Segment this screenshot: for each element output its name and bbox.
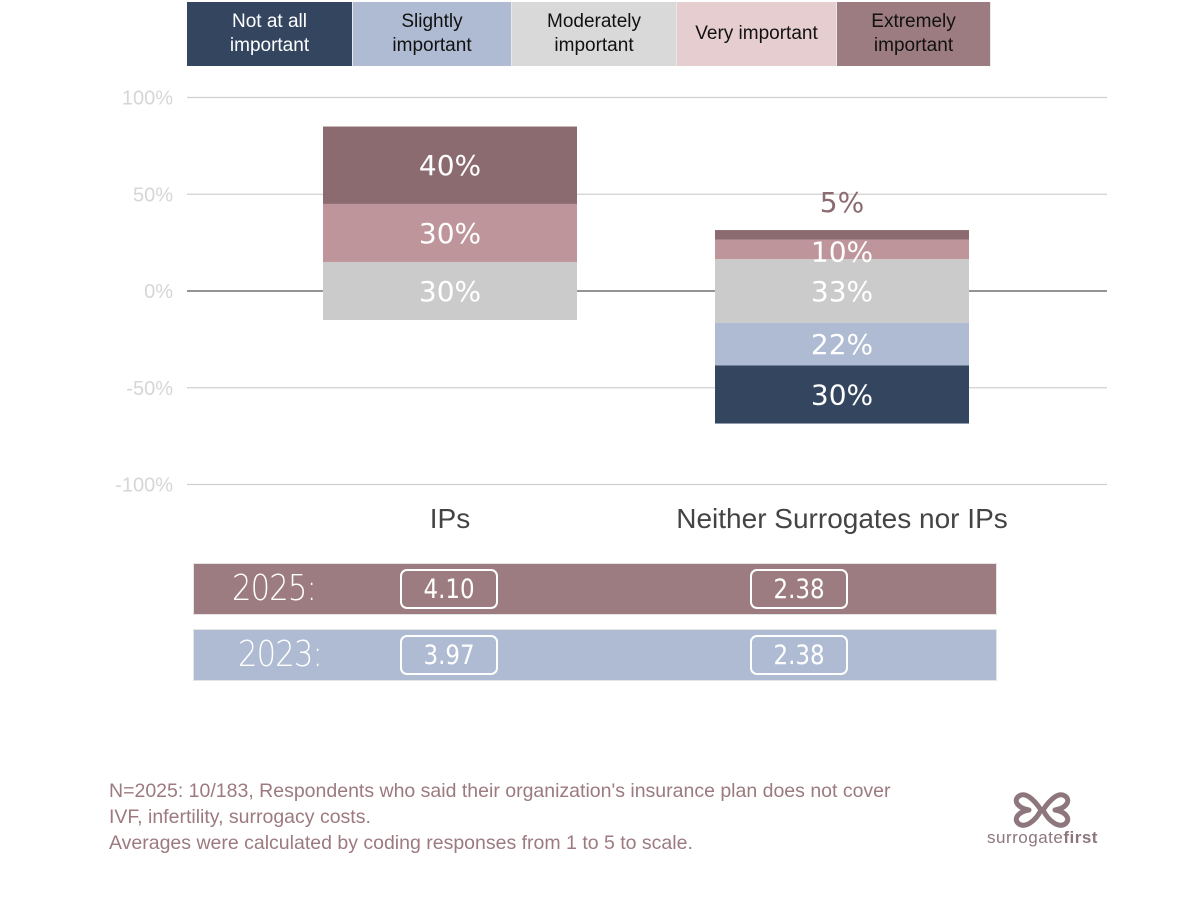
data-label: 30% xyxy=(811,379,873,412)
legend-label: important xyxy=(554,35,634,56)
legend-label: important xyxy=(229,35,310,56)
data-label: 5% xyxy=(820,186,864,219)
legend-label: Extremely xyxy=(871,11,956,32)
legend-label: Very important xyxy=(695,23,818,44)
legend-label: important xyxy=(392,35,472,56)
y-tick-label: 0% xyxy=(144,281,173,303)
legend-label: important xyxy=(873,35,954,56)
y-tick-label: 100% xyxy=(122,88,173,110)
bar-segment-extremely-important xyxy=(715,230,969,240)
average-value-text: 3.97 xyxy=(423,639,475,671)
average-value-ips: 3.97 xyxy=(400,635,498,675)
average-year-label: 2023: xyxy=(238,634,323,675)
data-label: 30% xyxy=(419,217,481,250)
y-tick-label: -100% xyxy=(115,475,173,497)
average-value-text: 4.10 xyxy=(423,573,475,605)
bar-segment-moderately-important xyxy=(715,259,969,323)
chart-legend: Not at all important Slightly important Mo… xyxy=(187,2,991,66)
footnote-line: Averages were calculated by coding respo… xyxy=(109,832,693,854)
footnote-line: IVF, infertility, surrogacy costs. xyxy=(109,806,371,828)
bar-segment-very-important xyxy=(715,239,969,260)
data-label: 10% xyxy=(811,236,873,269)
legend-item-extremely-important: Extremely important xyxy=(837,2,991,66)
bar-segment-very-important xyxy=(323,203,577,262)
average-value-text: 2.38 xyxy=(773,639,825,671)
average-year-label: 2025: xyxy=(232,568,317,609)
average-value-neither: 2.38 xyxy=(750,569,848,609)
bar-segment-not-at-all-important xyxy=(715,365,969,424)
surrogatefirst-logo: surrogatefirst xyxy=(985,790,1100,852)
y-tick-label: 50% xyxy=(133,184,173,206)
data-label: 30% xyxy=(419,275,481,308)
logo-text-bold: first xyxy=(1063,828,1098,847)
average-row-2023: 2023: 3.97 2.38 xyxy=(193,629,997,681)
legend-item-very-important: Very important xyxy=(677,2,837,66)
logo-text-light: surrogate xyxy=(987,828,1064,847)
data-label: 40% xyxy=(419,149,481,182)
x-category-label: Neither Surrogates nor IPs xyxy=(676,503,1008,534)
average-row-2025: 2025: 4.10 2.38 xyxy=(193,563,997,615)
bar-segment-extremely-important xyxy=(323,126,577,204)
average-value-ips: 4.10 xyxy=(400,569,498,609)
legend-item-moderately-important: Moderately important xyxy=(512,2,677,66)
data-label: 22% xyxy=(811,328,873,361)
bar-segment-slightly-important xyxy=(715,322,969,366)
legend-label: Not at all xyxy=(232,11,307,32)
diverging-stacked-bar-chart: 100% 50% 0% -50% -100% 30% 30% 40% IPs 33% 10% 5% 22… xyxy=(115,88,1107,534)
legend-item-not-at-all-important: Not at all important xyxy=(187,2,353,66)
data-label: 33% xyxy=(811,275,873,308)
bar-segment-moderately-important xyxy=(323,261,577,321)
x-category-label: IPs xyxy=(430,503,470,534)
legend-label: Slightly xyxy=(401,11,463,32)
average-value-text: 2.38 xyxy=(773,573,825,605)
footnote-line: N=2025: 10/183, Respondents who said the… xyxy=(109,780,891,802)
footnote: N=2025: 10/183, Respondents who said the… xyxy=(109,778,989,856)
butterfly-icon xyxy=(1013,792,1071,828)
legend-item-slightly-important: Slightly important xyxy=(353,2,512,66)
legend-label: Moderately xyxy=(547,11,641,32)
logo-wordmark: surrogatefirst xyxy=(985,828,1100,848)
y-tick-label: -50% xyxy=(126,378,173,400)
average-value-neither: 2.38 xyxy=(750,635,848,675)
